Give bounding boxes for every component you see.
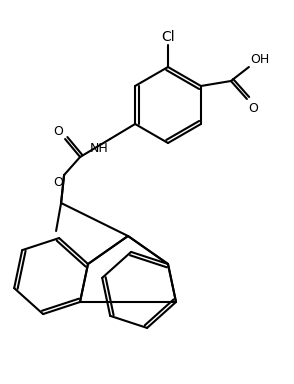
Text: O: O <box>53 176 63 189</box>
Text: O: O <box>248 102 258 115</box>
Text: OH: OH <box>250 53 269 66</box>
Text: NH: NH <box>89 142 108 155</box>
Text: Cl: Cl <box>161 30 175 44</box>
Text: O: O <box>53 125 63 138</box>
